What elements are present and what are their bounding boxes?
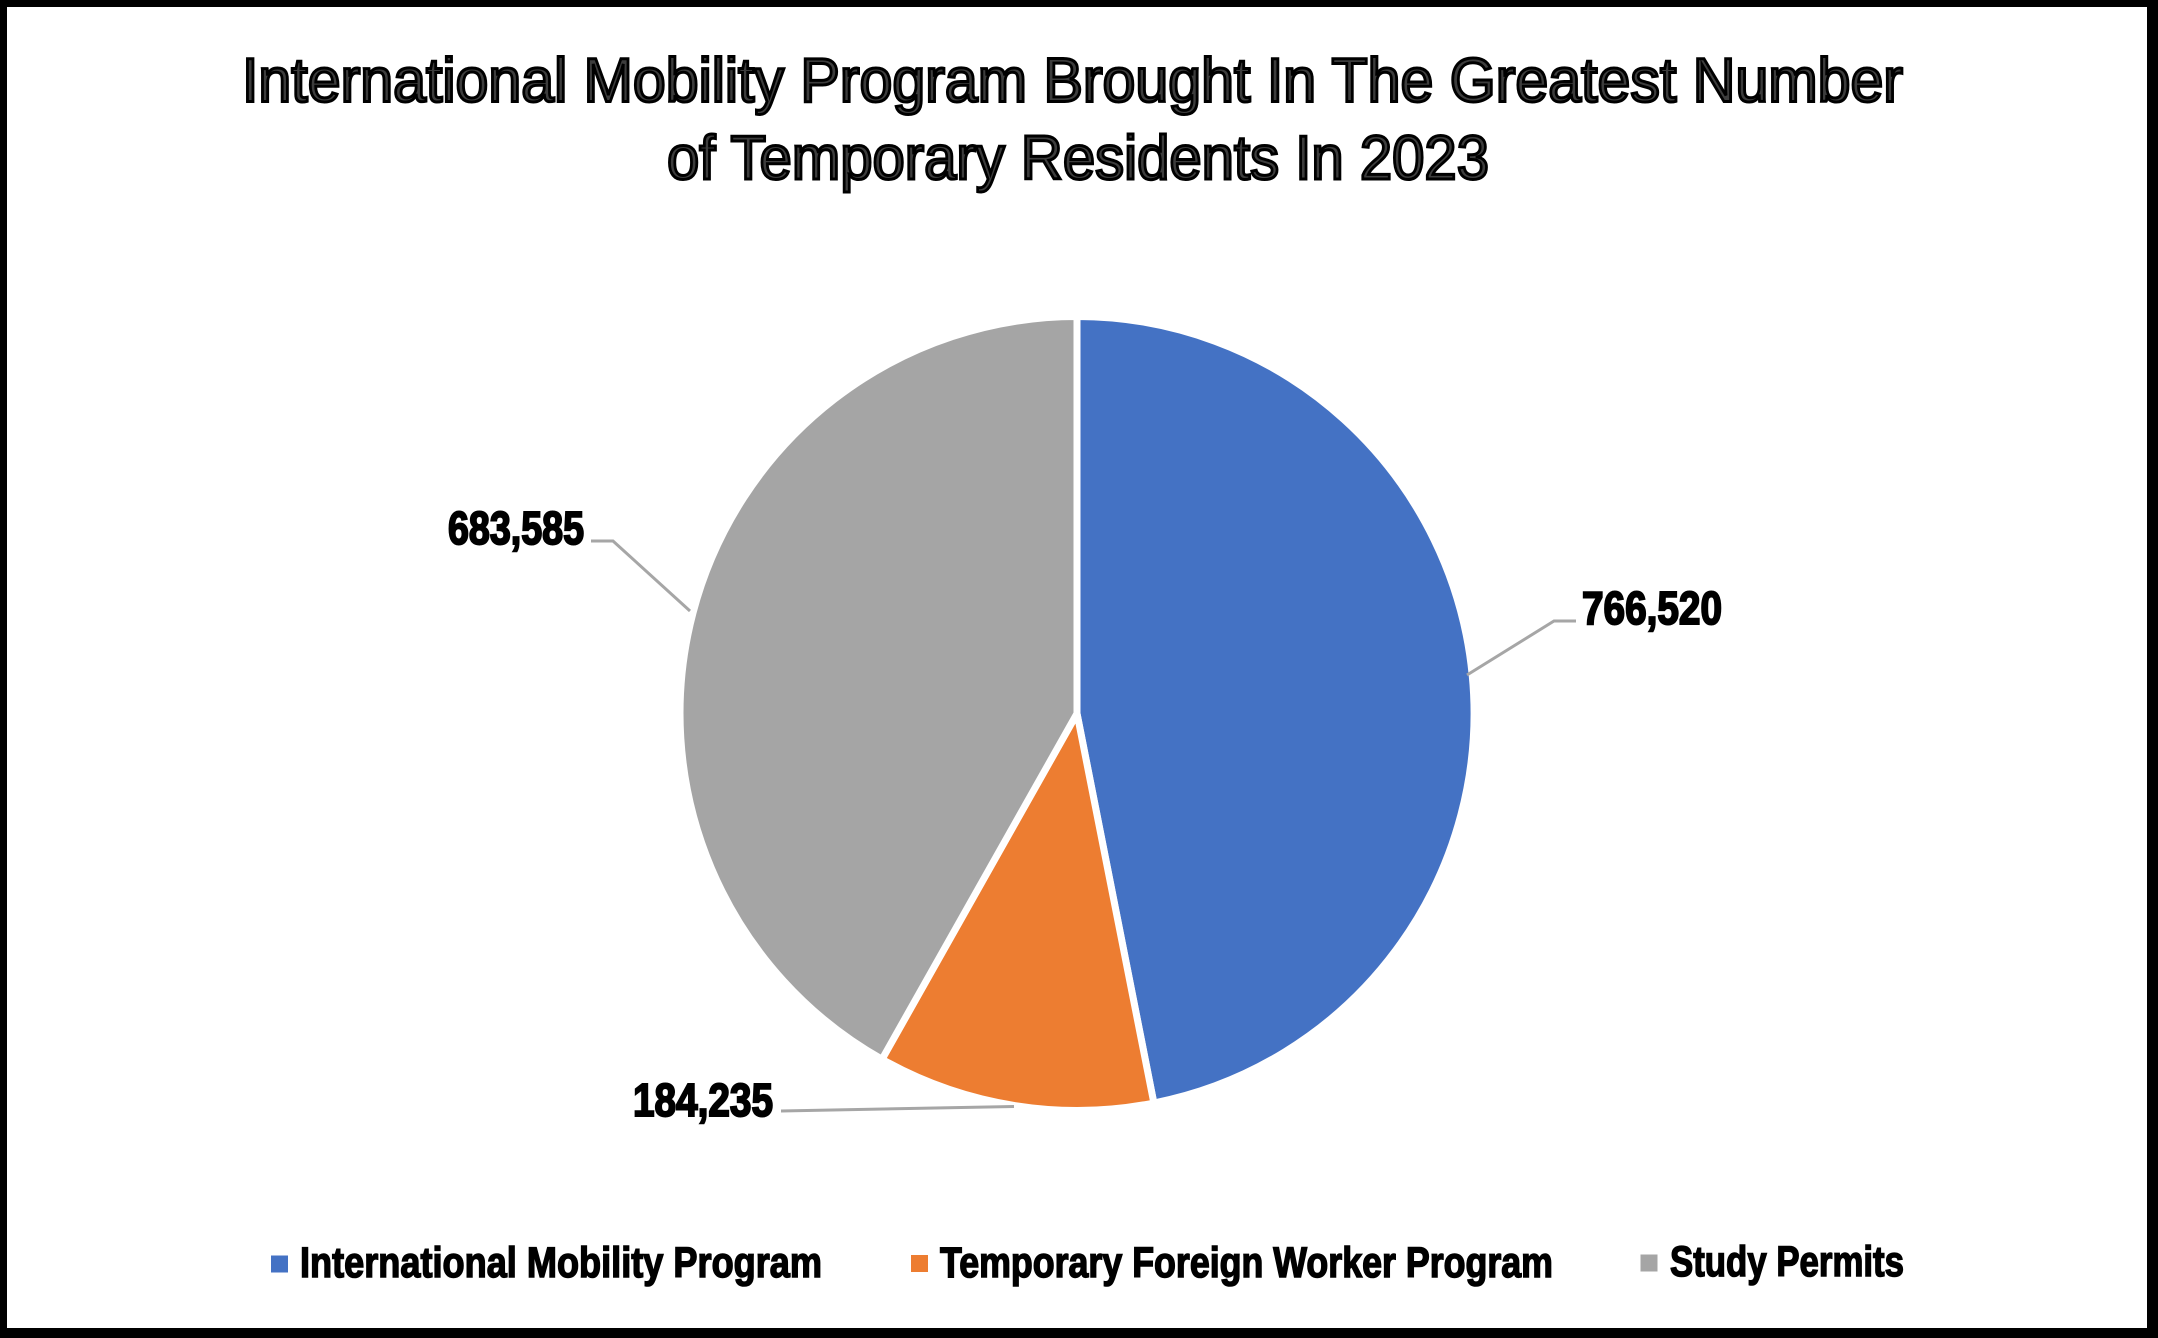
svg-text:766,520: 766,520	[1582, 582, 1722, 634]
svg-text:International Mobility Program: International Mobility Program Brought I…	[242, 47, 1903, 116]
svg-text:International Mobility Program: International Mobility Program	[300, 1239, 822, 1287]
svg-text:of Temporary Residents In 2023: of Temporary Residents In 2023	[667, 124, 1489, 193]
svg-text:Temporary Foreign Worker Progr: Temporary Foreign Worker Program	[940, 1239, 1553, 1287]
svg-text:184,235: 184,235	[633, 1074, 773, 1126]
svg-text:683,585: 683,585	[448, 502, 584, 554]
svg-text:Study Permits: Study Permits	[1670, 1238, 1904, 1286]
